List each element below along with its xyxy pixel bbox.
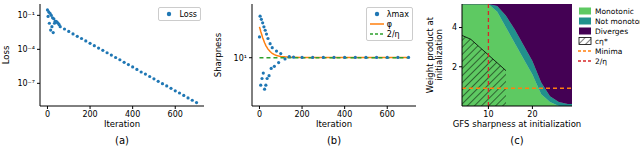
- svg-text:600: 600: [168, 110, 183, 119]
- svg-text:10⁻¹: 10⁻¹: [17, 11, 35, 20]
- svg-text:200: 200: [82, 110, 97, 119]
- html-text:Iteration: Iteration: [104, 119, 140, 129]
- html-text:Minima: Minima: [595, 46, 623, 56]
- html-text:Diverges: Diverges: [595, 26, 629, 36]
- svg-text:400: 400: [337, 110, 352, 119]
- svg-text:20: 20: [527, 110, 537, 119]
- html-text:GFS sharpness at initializatio: GFS sharpness at initialization: [452, 119, 582, 129]
- svg-text:4: 4: [452, 23, 457, 32]
- html-text:(c): (c): [510, 135, 524, 146]
- svg-text:10: 10: [483, 110, 493, 119]
- svg-text:0: 0: [45, 110, 50, 119]
- html-text:(b): (b): [326, 135, 342, 146]
- svg-text:600: 600: [380, 110, 395, 119]
- svg-text:0: 0: [257, 110, 262, 119]
- html-text:φ: φ: [386, 19, 393, 29]
- svg-text:200: 200: [294, 110, 309, 119]
- html-text:Loss: Loss: [179, 9, 197, 19]
- svg-text:400: 400: [125, 110, 140, 119]
- html-text:Loss: Loss: [0, 45, 11, 65]
- html-text:λmax: λmax: [386, 9, 409, 19]
- svg-text:10¹: 10¹: [234, 54, 247, 63]
- svg-text:10⁻⁷: 10⁻⁷: [17, 79, 35, 88]
- html-text:cη*: cη*: [595, 36, 608, 46]
- html-text:(a): (a): [115, 135, 129, 146]
- html-text:2/η: 2/η: [595, 56, 608, 66]
- html-text:Monotonic: Monotonic: [595, 6, 634, 16]
- html-text:Iteration: Iteration: [316, 119, 352, 129]
- svg-text:2: 2: [452, 63, 457, 72]
- html-text:2/η: 2/η: [386, 29, 400, 39]
- html-text:Weight product at initializati: Weight product at initialization: [425, 16, 444, 94]
- html-text:Sharpness: Sharpness: [212, 32, 223, 78]
- svg-text:10⁻⁴: 10⁻⁴: [17, 45, 35, 54]
